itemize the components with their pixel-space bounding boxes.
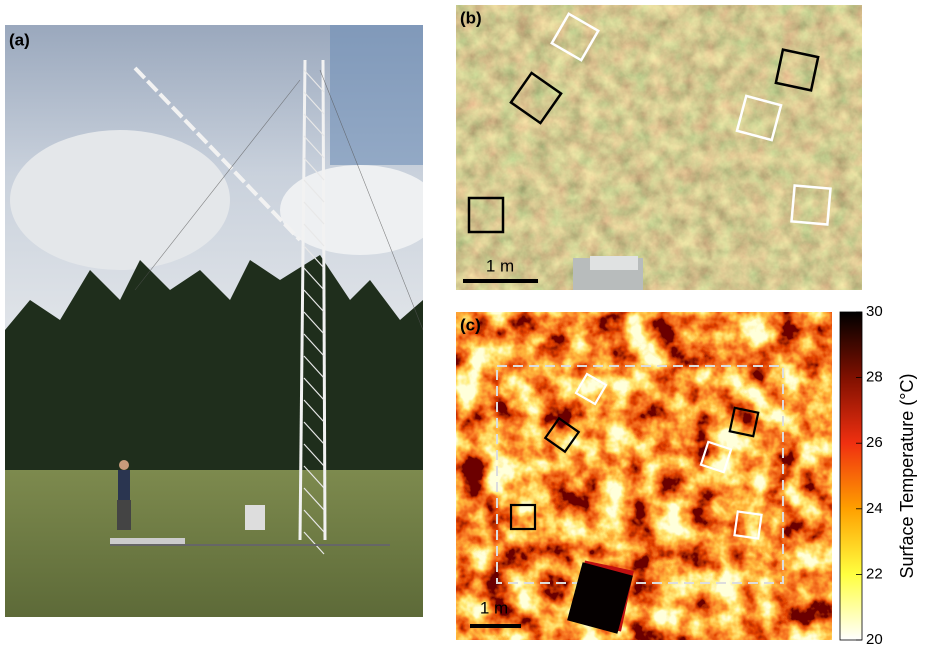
tower-brace xyxy=(303,135,325,159)
colorbar-tick-label: 28 xyxy=(866,369,883,386)
tower-brace xyxy=(303,465,325,489)
tower-brace xyxy=(303,245,325,269)
tower-brace xyxy=(303,201,325,225)
tower-brace xyxy=(303,399,325,423)
panel-label: (a) xyxy=(9,30,30,49)
tower-brace xyxy=(303,333,325,357)
tower-brace xyxy=(303,69,325,93)
scale-bar-label: 1 m xyxy=(486,256,514,275)
colorbar-gradient xyxy=(839,311,863,641)
tower-brace xyxy=(303,377,325,401)
thermal-map xyxy=(456,312,832,640)
colorbar-tick-label: 24 xyxy=(866,500,883,517)
tower-brace xyxy=(303,509,325,533)
tower-brace xyxy=(303,443,325,467)
tower-brace xyxy=(303,223,325,247)
scale-bar-label: 1 m xyxy=(480,598,508,617)
tower-brace xyxy=(303,113,325,137)
colorbar-tick-label: 26 xyxy=(866,434,883,451)
tower-brace xyxy=(303,289,325,313)
colorbar-tick-label: 20 xyxy=(866,631,883,647)
colorbar-tick-label: 30 xyxy=(866,303,883,320)
tower-brace xyxy=(303,311,325,335)
colorbar: 20 22 24 26 28 30 xyxy=(839,303,883,647)
tower-brace xyxy=(303,421,325,445)
photo-aerial xyxy=(456,5,862,290)
tower-brace xyxy=(303,355,325,379)
tower-brace xyxy=(303,157,325,181)
tower-brace xyxy=(303,91,325,115)
tower-brace xyxy=(303,487,325,511)
panel-label: (b) xyxy=(460,8,482,27)
colorbar-label: Surface Temperature (°C) xyxy=(897,374,917,579)
tower-brace xyxy=(303,179,325,203)
panel-label: (c) xyxy=(460,315,481,334)
photo-tower xyxy=(5,25,423,617)
tower-brace xyxy=(303,267,325,291)
colorbar-tick-label: 22 xyxy=(866,565,883,582)
tower-brace xyxy=(303,531,325,555)
